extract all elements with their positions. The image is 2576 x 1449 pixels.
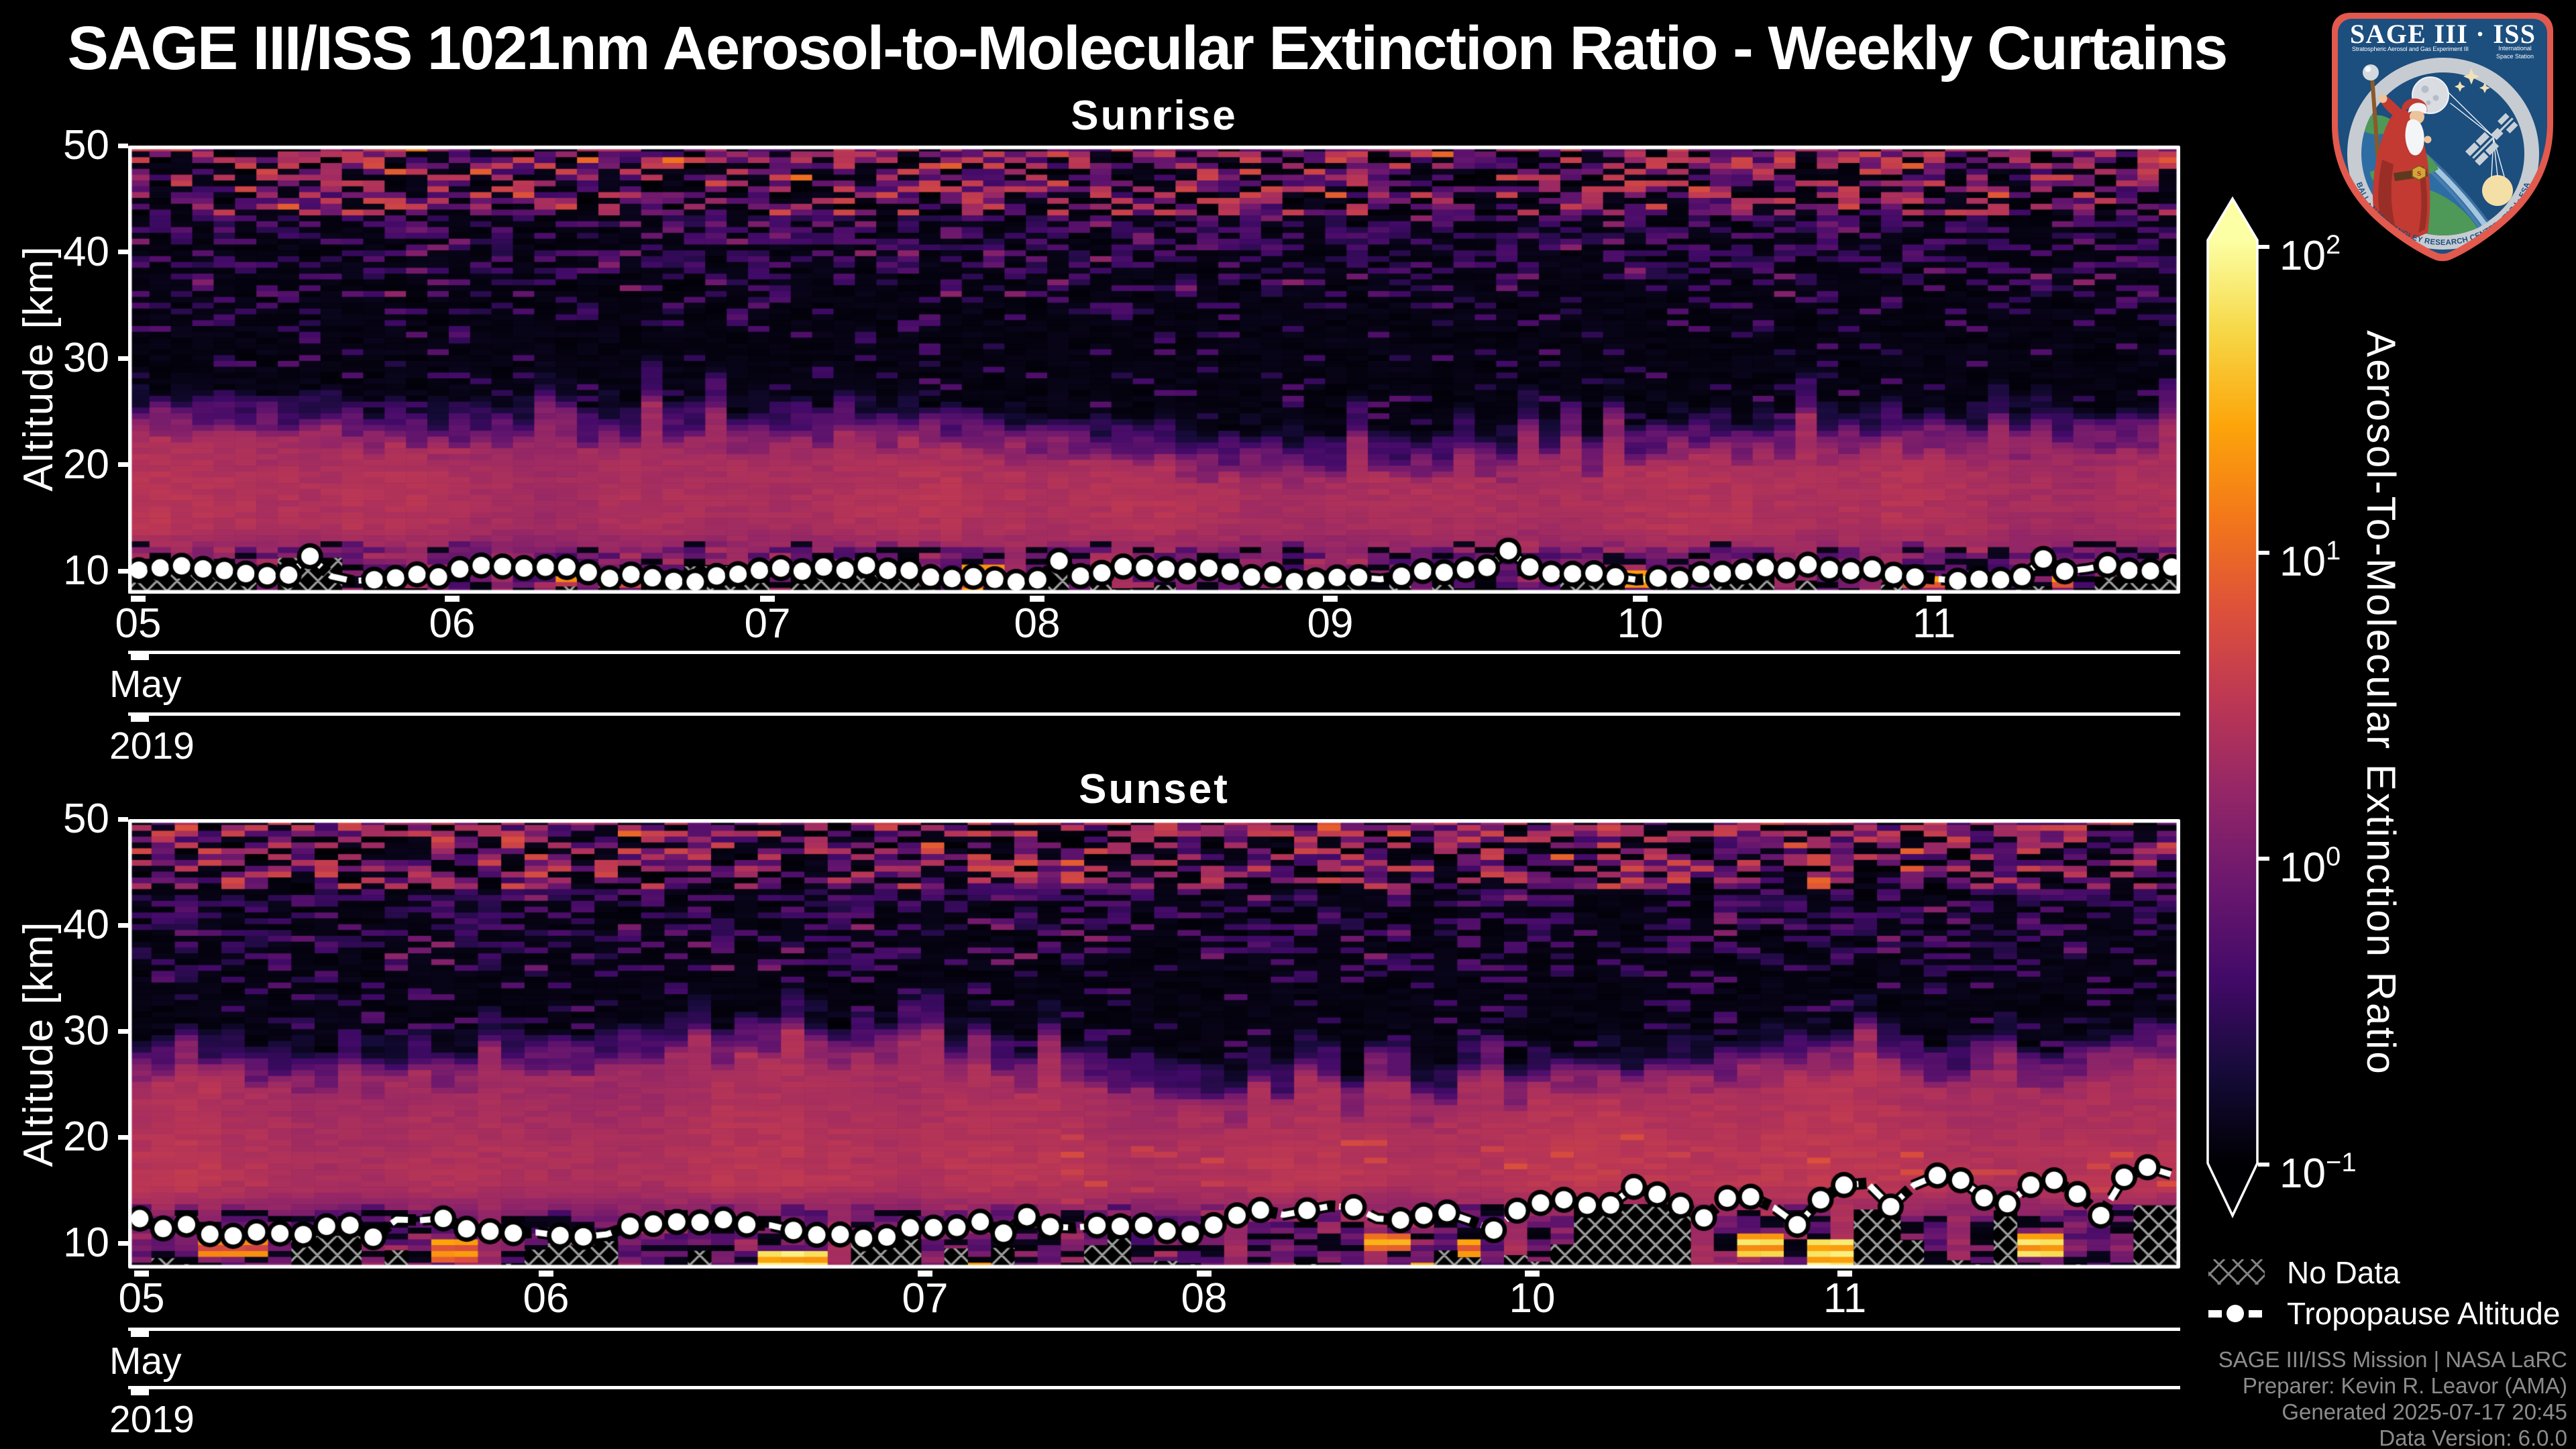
- svg-text:SAGE III · ISS: SAGE III · ISS: [2350, 19, 2535, 49]
- svg-text:Space Station: Space Station: [2496, 53, 2534, 60]
- svg-text:International: International: [2498, 45, 2532, 52]
- svg-text:S: S: [2417, 170, 2421, 178]
- svg-text:Stratospheric Aerosol and Gas: Stratospheric Aerosol and Gas Experiment…: [2352, 46, 2469, 52]
